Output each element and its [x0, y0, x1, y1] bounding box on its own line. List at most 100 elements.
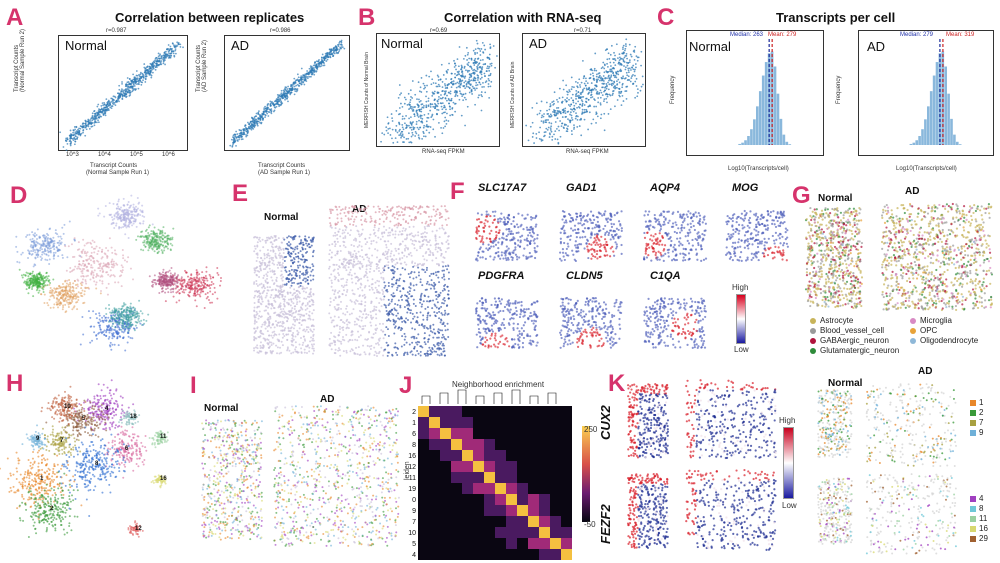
umap-point — [81, 295, 84, 298]
scatter-point — [275, 105, 278, 108]
scatter-point — [589, 89, 592, 92]
scatter-point — [489, 46, 492, 48]
panel-a-right-r: r=0.986 — [270, 28, 291, 34]
scatter-point — [283, 88, 286, 90]
umap-point — [37, 280, 40, 283]
scatter-point — [425, 129, 428, 132]
umap-point — [82, 248, 85, 251]
umap-point — [29, 272, 32, 275]
panel-b-title: Correlation with RNA-seq — [444, 10, 602, 25]
umap-point — [31, 272, 34, 275]
scatter-point — [401, 130, 404, 133]
umap-point — [110, 348, 113, 351]
scatter-point — [136, 77, 139, 80]
panel-e-tissue — [253, 205, 450, 357]
umap-point — [137, 317, 140, 320]
umap-point — [127, 330, 130, 333]
scatter-point — [456, 81, 459, 84]
umap-point — [69, 286, 72, 289]
umap-point — [109, 311, 112, 314]
scatter-point — [91, 116, 93, 119]
scatter-point — [91, 112, 94, 115]
umap-point — [21, 276, 24, 279]
scatter-point — [91, 119, 94, 122]
umap-point — [42, 242, 45, 245]
scatter-point — [84, 119, 87, 122]
scatter-point — [395, 110, 398, 112]
umap-point — [122, 225, 125, 228]
umap-point — [80, 287, 83, 290]
cell-point — [298, 300, 301, 303]
scatter-point — [581, 96, 583, 98]
panel-c-left-ylabel: Frequency — [670, 75, 676, 104]
scatter-point — [118, 84, 121, 87]
umap-point — [196, 271, 199, 274]
scatter-point — [136, 74, 139, 77]
scatter-point — [535, 133, 538, 135]
scatter-point — [549, 129, 552, 131]
scatter-point — [436, 108, 438, 111]
umap-point — [37, 282, 40, 285]
umap-point — [189, 281, 192, 284]
scatter-point — [147, 71, 150, 74]
scatter-point — [418, 90, 421, 93]
umap-point — [107, 303, 110, 306]
scatter-point — [257, 111, 260, 114]
scatter-point — [170, 48, 173, 51]
scatter-point — [253, 119, 256, 122]
umap-point — [185, 284, 188, 287]
umap-point — [105, 334, 108, 337]
histogram-bar — [747, 136, 750, 145]
scatter-point — [458, 82, 460, 85]
umap-point — [156, 239, 159, 242]
umap-point — [114, 321, 117, 324]
umap-point — [123, 317, 126, 320]
umap-point — [67, 303, 70, 306]
scatter-point — [634, 96, 637, 99]
scatter-point — [179, 43, 182, 46]
panel-a-left-xlabel: Transcript Counts — [90, 163, 138, 169]
umap-point — [26, 282, 29, 285]
scatter-point — [276, 93, 279, 96]
scatter-point — [570, 88, 573, 91]
umap-point — [34, 264, 37, 267]
umap-point — [74, 297, 77, 300]
umap-point — [157, 241, 160, 244]
umap-point — [107, 320, 110, 323]
scatter-point — [492, 45, 495, 47]
umap-point — [62, 232, 65, 235]
scatter-point — [642, 83, 644, 86]
umap-point — [175, 286, 178, 289]
scatter-point — [405, 126, 408, 129]
scatter-point — [136, 83, 138, 86]
umap-point — [73, 279, 76, 282]
umap-point — [102, 262, 105, 265]
scatter-point — [455, 68, 457, 71]
umap-point — [126, 203, 129, 206]
umap-point — [85, 282, 88, 285]
umap-point — [33, 243, 36, 246]
scatter-point — [425, 120, 428, 123]
umap-point — [137, 318, 140, 321]
panel-c-right-median: Median: 279 — [900, 32, 934, 38]
scatter-point — [466, 53, 469, 56]
umap-point — [130, 308, 133, 311]
umap-point — [116, 320, 119, 323]
umap-point — [122, 302, 125, 305]
scatter-point — [140, 77, 143, 80]
scatter-point — [580, 99, 583, 102]
umap-point — [133, 208, 136, 211]
scatter-point — [480, 109, 483, 112]
panel-c-right-label: AD — [867, 39, 886, 54]
umap-point — [58, 304, 61, 307]
scatter-point — [618, 59, 621, 62]
scatter-point — [604, 89, 606, 92]
umap-point — [24, 274, 27, 277]
scatter-point — [586, 82, 589, 85]
cell-point — [312, 337, 315, 340]
scatter-point — [410, 124, 413, 126]
scatter-point — [576, 118, 579, 121]
umap-point — [78, 254, 81, 257]
scatter-point — [313, 71, 315, 74]
umap-point — [101, 265, 104, 268]
